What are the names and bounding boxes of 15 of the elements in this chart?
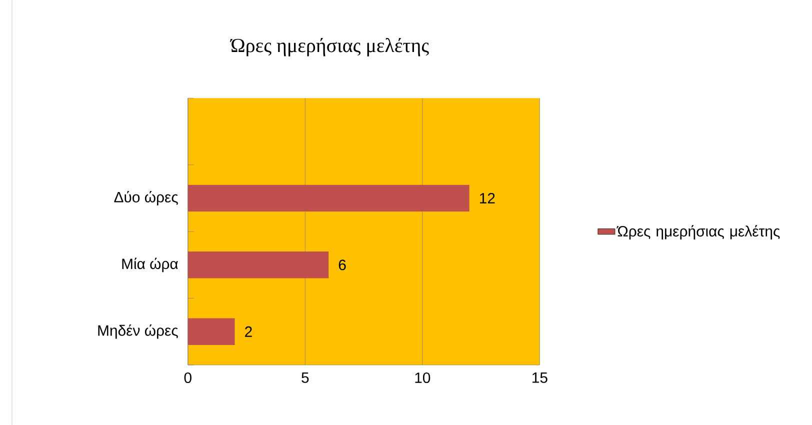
data-label: 6 [338, 260, 346, 270]
x-tick-label: 0 [184, 372, 192, 383]
y-tick-label: Μηδέν ώρες [98, 324, 178, 339]
x-tick-label: 10 [415, 372, 430, 383]
data-label: 12 [480, 192, 495, 204]
x-tick-label: 5 [302, 372, 309, 383]
chart-title: Ώρες ημερήσιας μελέτης [230, 38, 429, 56]
legend-label: Ώρες ημερήσιας μελέτης [616, 225, 780, 240]
bar [188, 318, 235, 345]
y-tick-label: Δύο ώρες [114, 190, 178, 206]
bar [188, 184, 470, 212]
data-label: 2 [245, 326, 252, 337]
y-tick-label: Μία ώρα [122, 258, 178, 272]
bar [188, 252, 329, 278]
x-tick-label: 15 [532, 372, 548, 383]
